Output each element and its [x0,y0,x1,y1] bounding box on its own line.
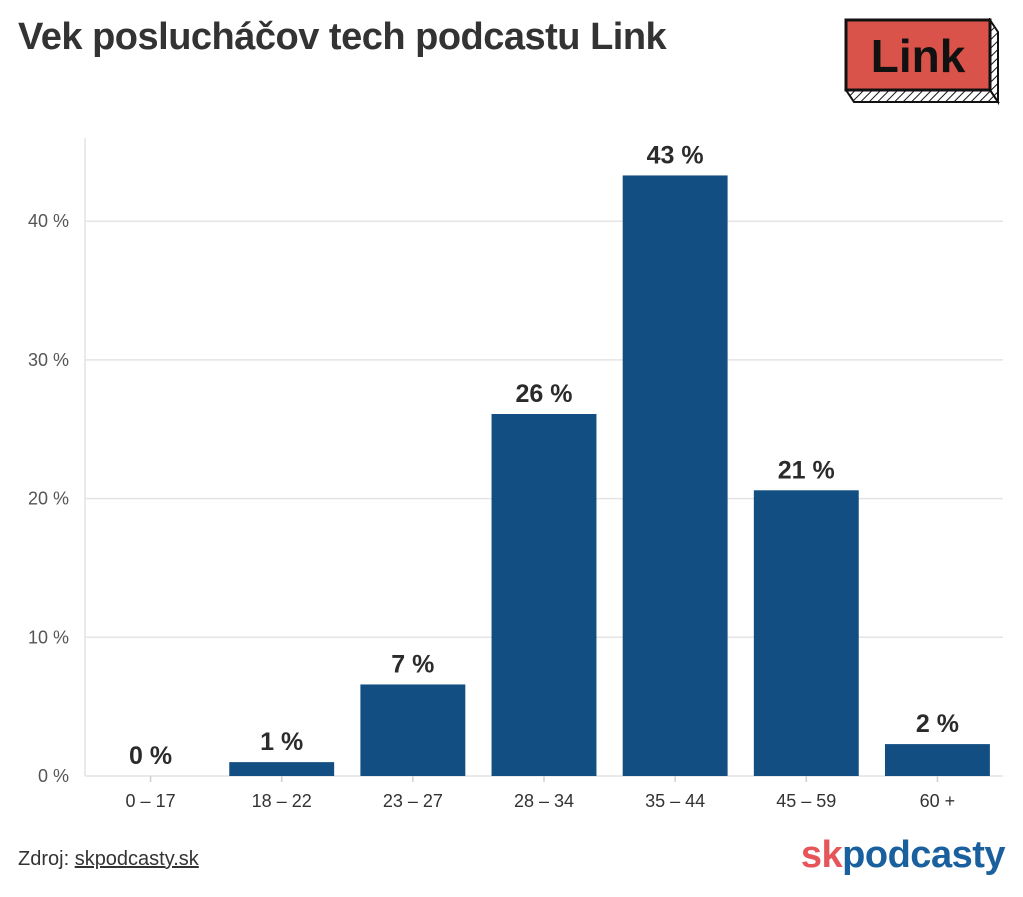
bar [753,490,859,776]
x-tick-label: 18 – 22 [252,791,312,811]
bar [229,762,335,776]
bar [360,684,466,776]
data-label: 2 % [916,710,959,738]
brand-podcasty: podcasty [842,834,1005,876]
data-label: 21 % [778,456,835,484]
data-label: 43 % [647,141,704,169]
data-label: 0 % [129,742,172,770]
x-tick-label: 23 – 27 [383,791,443,811]
bar [884,744,990,776]
y-tick-label: 20 % [28,489,69,509]
source-note: Zdroj: skpodcasty.sk [18,848,199,871]
x-tick-label: 45 – 59 [776,791,836,811]
source-prefix: Zdroj: [18,848,75,870]
y-tick-label: 30 % [28,350,69,370]
brand-sk: sk [800,834,843,876]
data-label: 26 % [516,380,573,408]
bar-chart: 0 % 10 % 20 % 30 % 40 % 0 – 17 0 % 18 – 22 1 % 23… [28,138,1003,811]
y-tick-label: 10 % [28,627,69,647]
data-label: 7 % [391,650,434,678]
x-tick-label: 35 – 44 [645,791,705,811]
y-tick-label: 40 % [28,211,69,231]
bar [622,175,728,777]
x-tick-label: 60 + [920,791,956,811]
bar [491,414,597,776]
chart-title: Vek poslucháčov tech podcastu Link [18,16,667,58]
link-logo: Link [844,18,1000,106]
source-link[interactable]: skpodcasty.sk [74,848,199,870]
data-label: 1 % [260,728,303,756]
x-tick-label: 0 – 17 [126,791,176,811]
y-tick-label: 0 % [38,766,69,786]
skpodcasty-logo: skpodcasty [800,834,1006,877]
logo-text: Link [871,30,966,82]
x-tick-label: 28 – 34 [514,791,574,811]
